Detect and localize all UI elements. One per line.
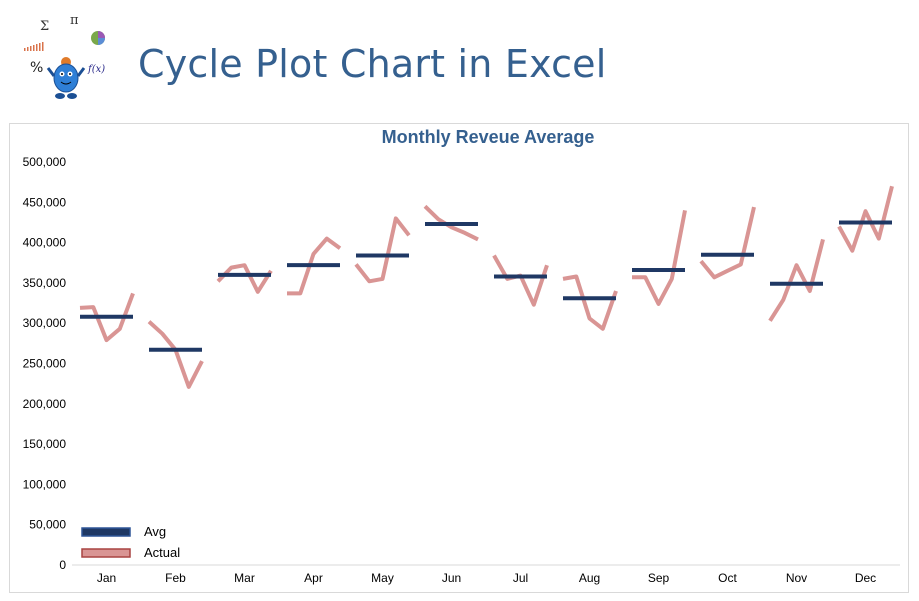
x-tick-label: Aug (579, 571, 600, 585)
y-tick-label: 250,000 (23, 357, 67, 371)
pie-icon (91, 31, 105, 45)
legend-avg-label: Avg (144, 524, 166, 539)
actual-line-sep (632, 210, 687, 306)
actual-line-jul (492, 254, 549, 307)
actual-line-mar (216, 263, 273, 294)
y-tick-label: 450,000 (23, 195, 67, 209)
page-title: Cycle Plot Chart in Excel (138, 42, 607, 86)
y-tick-label: 150,000 (23, 437, 67, 451)
y-tick-label: 0 (59, 558, 66, 572)
percent-icon: % (30, 60, 43, 76)
legend-avg-swatch (81, 527, 131, 537)
y-tick-label: 200,000 (23, 397, 67, 411)
x-tick-label: Oct (718, 571, 737, 585)
sigma-icon: Σ (40, 19, 49, 34)
logo: Σ π % f(x) (24, 13, 105, 99)
actual-line-apr (287, 236, 342, 296)
actual-line-jun (423, 204, 479, 242)
x-tick-label: Feb (165, 571, 186, 585)
y-tick-label: 350,000 (23, 276, 67, 290)
actual-line-feb (147, 320, 204, 389)
actual-line-dec (837, 185, 894, 253)
actual-line-oct (699, 206, 756, 280)
chart-area: Monthly Reveue Average 0 50,000 100,000 150,… (9, 123, 909, 593)
actual-line-nov (768, 238, 825, 322)
header: Σ π % f(x) Cycle Plot Chart in Excel (0, 0, 919, 118)
y-tick-label: 50,000 (29, 518, 66, 532)
actual-line-may (354, 216, 411, 284)
x-tick-label: Sep (648, 571, 670, 585)
x-tick-label: Jan (97, 571, 116, 585)
y-tick-label: 100,000 (23, 477, 67, 491)
x-tick-label: May (371, 571, 394, 585)
chart-title: Monthly Reveue Average (382, 127, 595, 147)
actual-line-aug (562, 274, 618, 331)
x-tick-label: Apr (304, 571, 323, 585)
y-tick-label: 300,000 (23, 316, 67, 330)
legend-actual-label: Actual (144, 545, 180, 560)
y-tick-label: 400,000 (23, 236, 67, 250)
x-tick-label: Jul (513, 571, 528, 585)
signal-bars-icon (24, 42, 44, 51)
x-tick-label: Nov (786, 571, 807, 585)
cycle-plot-chart: Monthly Reveue Average 0 50,000 100,000 150,… (23, 127, 900, 585)
x-tick-label: Jun (442, 571, 461, 585)
mascot-icon (46, 57, 86, 99)
x-tick-label: Mar (234, 571, 255, 585)
pi-icon: π (70, 13, 79, 28)
x-tick-label: Dec (855, 571, 876, 585)
legend-actual-swatch (81, 548, 131, 558)
function-icon: f(x) (87, 64, 105, 75)
y-tick-label: 500,000 (23, 155, 67, 169)
